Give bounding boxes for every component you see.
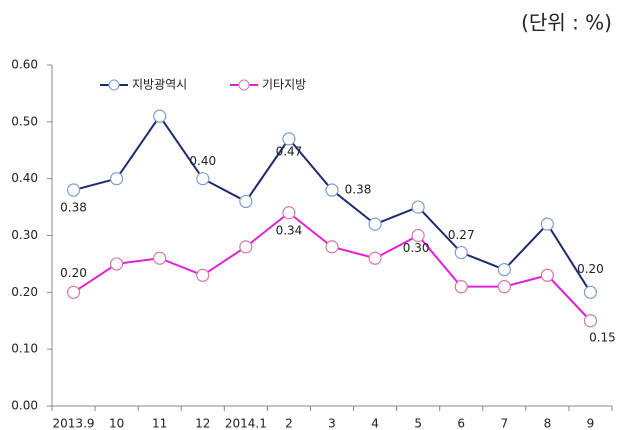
marker: [196, 268, 210, 282]
x-tick-label: 3: [328, 417, 336, 430]
y-tick-label: 0.30: [11, 228, 38, 242]
data-label: 0.15: [589, 330, 616, 344]
x-tick-label: 2013.9: [53, 417, 95, 430]
y-tick-label: 0.60: [11, 58, 38, 72]
data-label: 0.40: [189, 154, 216, 168]
marker: [153, 251, 167, 265]
legend-label: 지방광역시: [132, 78, 187, 92]
marker: [540, 268, 554, 282]
marker: [368, 217, 382, 231]
data-label: 0.47: [276, 144, 303, 158]
marker: [196, 172, 210, 186]
marker: [411, 200, 425, 214]
marker: [325, 183, 339, 197]
y-tick-label: 0.50: [11, 114, 38, 128]
marker: [282, 132, 296, 146]
marker: [411, 228, 425, 243]
x-tick-label: 7: [500, 417, 508, 430]
marker: [497, 280, 511, 294]
legend-marker: [108, 79, 120, 91]
x-tick-label: 12: [195, 417, 210, 430]
y-tick-label: 0.40: [11, 171, 38, 185]
x-tick-label: 6: [457, 417, 465, 430]
unit-label: (단위 : %): [521, 11, 612, 35]
x-tick-label: 2: [285, 417, 293, 430]
data-label: 0.20: [577, 262, 604, 276]
x-tick-label: 9: [587, 417, 595, 430]
marker: [239, 194, 253, 208]
marker: [497, 263, 511, 277]
marker: [282, 206, 296, 220]
marker: [239, 240, 253, 254]
series-line: [73, 114, 592, 293]
y-tick-label: 0.20: [11, 285, 38, 299]
marker: [454, 280, 468, 294]
marker: [540, 217, 554, 231]
data-label: 0.30: [403, 241, 430, 255]
legend-marker: [238, 79, 250, 91]
marker: [66, 285, 81, 299]
data-label: 0.20: [60, 266, 87, 280]
marker: [583, 285, 598, 299]
marker: [454, 245, 468, 260]
x-tick-label: 10: [109, 417, 124, 430]
marker: [153, 109, 167, 123]
marker: [325, 240, 339, 254]
marker: [66, 183, 81, 197]
marker: [110, 172, 124, 186]
x-tick-label: 8: [544, 417, 552, 430]
marker: [110, 257, 124, 271]
data-label: 0.27: [448, 228, 475, 242]
x-tick-label: 11: [152, 417, 167, 430]
data-label: 0.38: [60, 201, 87, 215]
legend-label: 기타지방: [262, 78, 306, 92]
y-tick-label: 0.00: [11, 399, 38, 413]
series-line: [72, 211, 592, 322]
marker: [368, 251, 382, 265]
x-tick-label: 2014.1: [225, 417, 267, 430]
y-tick-label: 0.10: [11, 342, 38, 356]
data-label: 0.38: [345, 183, 372, 197]
x-tick-label: 5: [414, 417, 422, 430]
x-tick-label: 4: [371, 417, 379, 430]
data-label: 0.34: [276, 223, 303, 237]
marker: [583, 314, 598, 328]
